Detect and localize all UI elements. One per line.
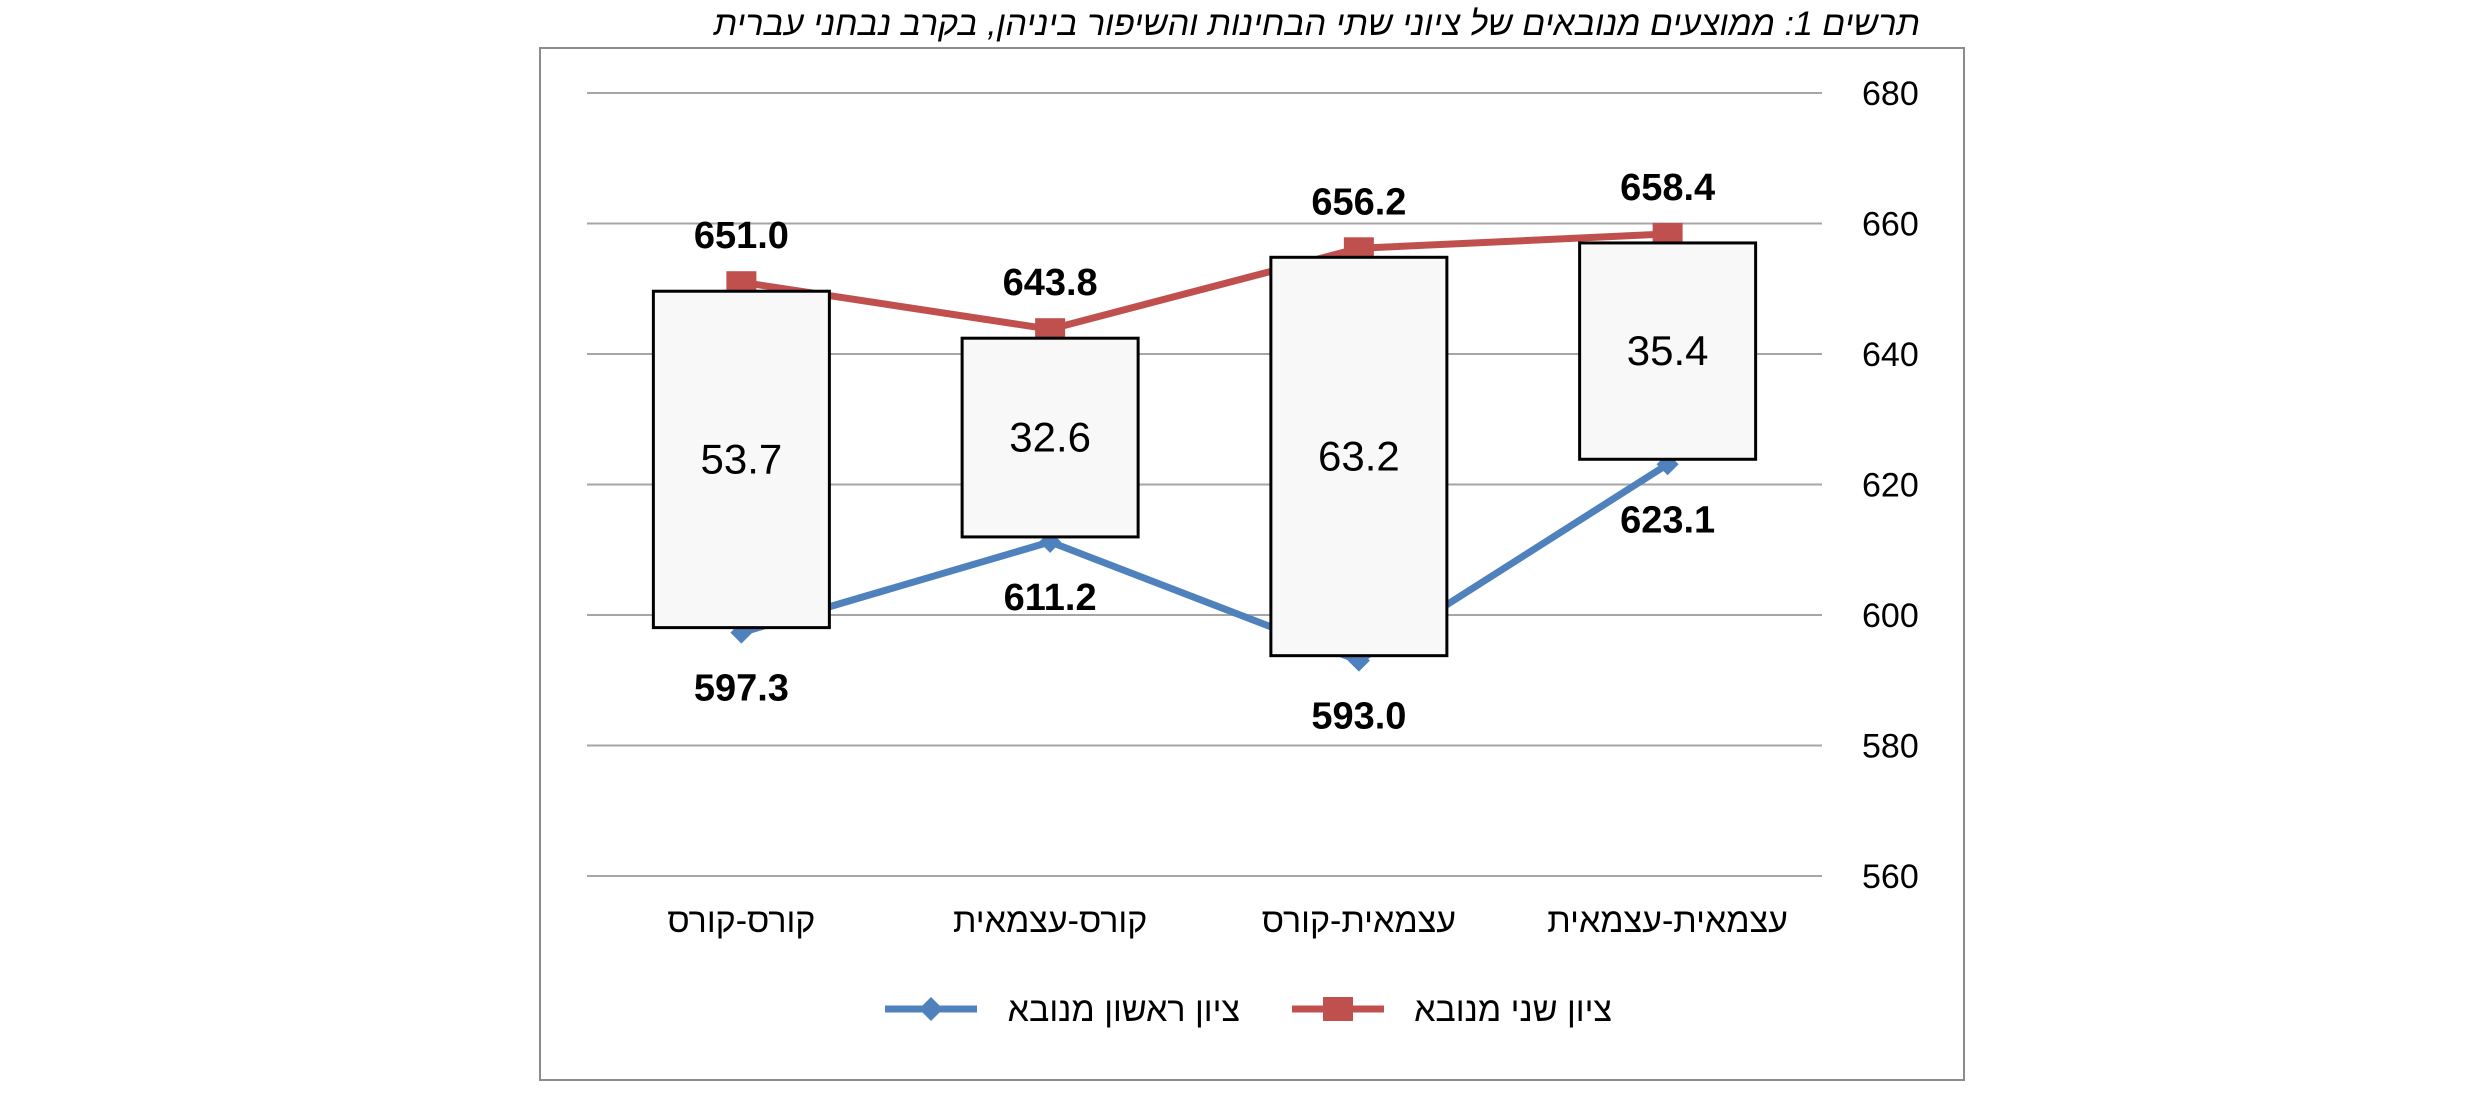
series-2-marker [1343,237,1374,260]
improvement-label: 32.6 [1009,414,1091,461]
legend-series-1-label: ציון ראשון מנובא [1008,991,1240,1029]
y-tick-label: 680 [1862,75,1919,113]
legend-series-2-label: ציון שני מנובא [1414,991,1612,1029]
series-2-marker [1035,318,1066,341]
legend: ציון שני מנובא ציון ראשון מנובא [885,991,1612,1029]
x-category-label: עצמאית-קורס [1262,902,1456,940]
x-category-label: קורס-עצמאית [953,902,1147,940]
legend-series-1-marker [919,997,943,1021]
series-2-data-label: 658.4 [1620,167,1715,209]
y-tick-label: 600 [1862,597,1919,635]
improvement-boxes: 35.4 63.2 32.6 53.7 [651,241,1758,658]
improvement-box [1578,241,1758,461]
series-1-data-label: 593.0 [1311,696,1406,738]
series-1-data-label: 597.3 [694,668,789,710]
gridlines [587,92,1822,877]
improvement-box [651,289,831,630]
x-category-label: עצמאית-עצמאית [1547,902,1788,940]
series-line-2 [740,230,1668,333]
improvement-label: 35.4 [1627,327,1709,374]
series-1-data-label: 611.2 [1004,577,1097,619]
legend-series-2-marker [1323,997,1353,1021]
y-tick-label: 620 [1862,467,1919,505]
improvement-box [960,336,1140,539]
data-labels: 658.4 656.2 643.8 651.0 623.1 593.0 611.2 597.3 [694,167,1715,738]
improvement-label: 53.7 [701,435,783,482]
chart-title: תרשים 1: ממוצעים מנובאים של ציוני שתי הב… [713,5,1920,43]
series-2-data-label: 651.0 [694,215,789,257]
y-tick-label: 640 [1862,336,1919,374]
series-2-data-label: 643.8 [1003,262,1098,304]
x-axis-categories: עצמאית-עצמאית עצמאית-קורס קורס-עצמאית קורס-… [667,902,1788,940]
series-2-data-label: 656.2 [1311,181,1406,223]
series-line-1 [740,461,1670,665]
y-axis-ticks: 560 580 600 620 640 660 680 [1862,75,1919,896]
series-1-data-label: 623.1 [1620,499,1715,541]
series-2-marker [726,271,757,294]
y-tick-label: 580 [1862,728,1919,766]
y-tick-label: 560 [1862,858,1919,896]
x-category-label: קורס-קורס [667,902,815,940]
improvement-label: 63.2 [1318,432,1400,479]
series-2-marker [1652,222,1683,245]
y-tick-label: 660 [1862,206,1919,244]
improvement-box [1269,255,1449,658]
